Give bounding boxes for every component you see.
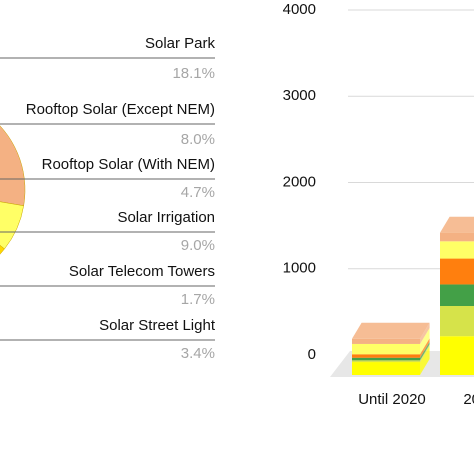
pie-slice <box>0 125 26 207</box>
bar-side <box>420 341 430 361</box>
bar-side <box>420 346 430 375</box>
pie-slice <box>0 245 5 255</box>
pie-value-label: 8.0% <box>181 131 215 148</box>
bar-top <box>440 216 474 233</box>
bar-segment <box>440 336 474 375</box>
bar-segment <box>440 306 474 337</box>
bar-segment <box>352 360 420 363</box>
bar-top <box>352 322 430 339</box>
y-tick-label: 2000 <box>283 173 316 190</box>
bar-segment <box>352 357 420 361</box>
y-tick-label: 1000 <box>283 260 316 277</box>
x-tick-label: 2021 <box>463 391 474 408</box>
x-tick-label: Until 2020 <box>358 391 426 408</box>
bar-side <box>420 327 430 355</box>
pie-label: Rooftop Solar (With NEM) <box>42 156 215 173</box>
pie-label: Solar Telecom Towers <box>69 263 215 280</box>
pie-label: Solar Street Light <box>99 317 216 334</box>
pie-value-label: 18.1% <box>172 65 215 82</box>
pie-value-label: 9.0% <box>181 237 215 254</box>
bar-side <box>420 338 430 358</box>
bar-segment <box>352 338 420 344</box>
bar-segment <box>352 362 420 375</box>
bar-segment <box>440 284 474 306</box>
pie-label: Solar Park <box>145 35 216 52</box>
pie-label: Rooftop Solar (Except NEM) <box>26 101 215 118</box>
y-tick-label: 0 <box>308 346 316 363</box>
bar-side <box>420 344 430 363</box>
bar-segment <box>440 241 474 259</box>
bar-segment <box>352 354 420 358</box>
bar-side <box>420 322 430 344</box>
bar-segment <box>440 258 474 285</box>
pie-value-label: 4.7% <box>181 184 215 201</box>
y-tick-label: 4000 <box>283 1 316 18</box>
pie-value-label: 1.7% <box>181 291 215 308</box>
pie-value-label: 3.4% <box>181 345 215 362</box>
y-tick-label: 3000 <box>283 87 316 104</box>
pie-label: Solar Irrigation <box>117 209 215 226</box>
bar-segment <box>440 232 474 242</box>
bar-segment <box>352 343 420 355</box>
